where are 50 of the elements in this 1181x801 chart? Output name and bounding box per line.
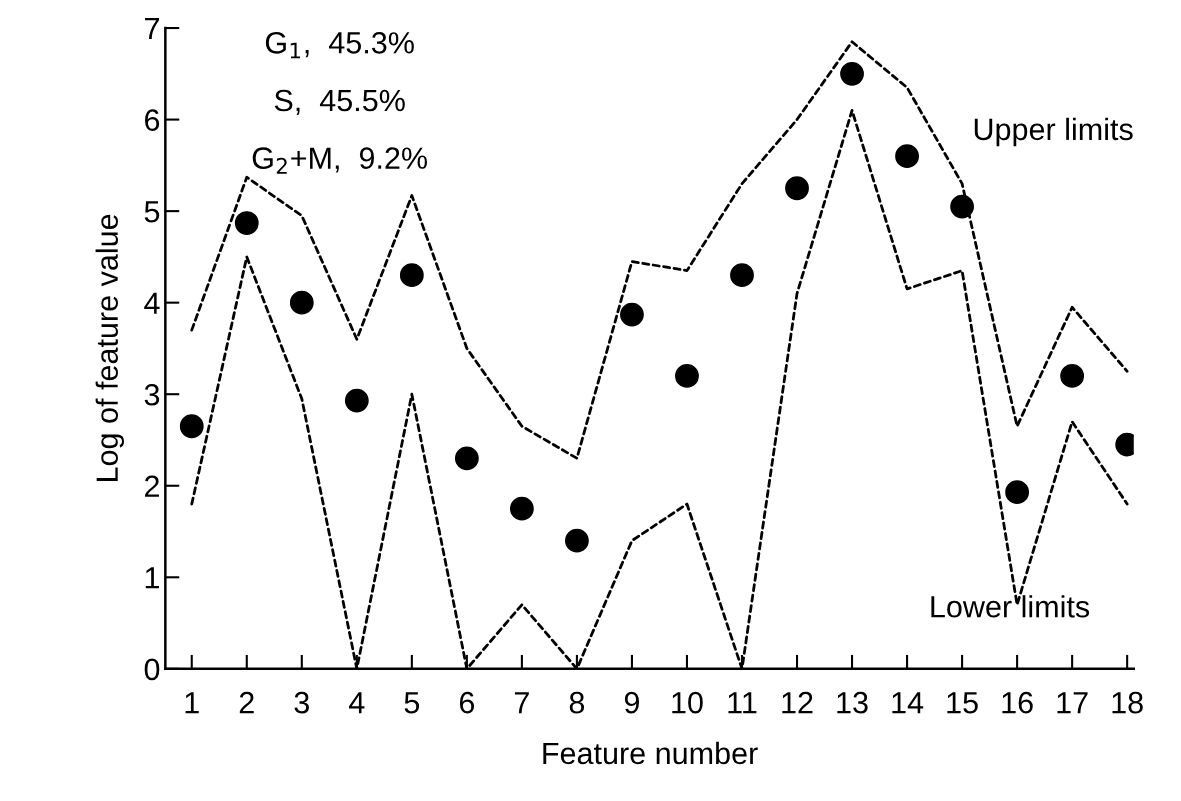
point xyxy=(1005,480,1030,505)
x-tick-label: 11 xyxy=(728,692,757,714)
y-tick-label: 5 xyxy=(144,201,160,223)
x-tick-label: 7 xyxy=(514,692,529,714)
annotation: G$_{2}$+M, 9.2% xyxy=(252,147,428,174)
point xyxy=(840,61,864,86)
annotation: S, 45.5% xyxy=(274,89,405,115)
x-tick-label: 16 xyxy=(1002,691,1033,714)
annotation: Lower limits xyxy=(931,595,1090,618)
x-tick-label: 3 xyxy=(294,691,309,714)
y-tick-label: 2 xyxy=(145,475,159,497)
point xyxy=(950,194,974,219)
y-axis-title: Log of feature value xyxy=(95,214,125,481)
y-tick-label: 0 xyxy=(144,658,160,681)
point xyxy=(730,263,754,288)
point xyxy=(620,302,644,327)
x-tick-label: 9 xyxy=(624,691,639,714)
x-tick-label: 13 xyxy=(837,691,868,714)
point xyxy=(1060,364,1085,388)
x-tick-label: 2 xyxy=(239,691,254,714)
annotation: G$_{1}$, 45.3% xyxy=(265,31,414,59)
x-tick-label: 14 xyxy=(892,692,924,714)
point xyxy=(454,446,479,471)
point xyxy=(399,263,424,288)
point xyxy=(234,211,259,235)
y-tick-label: 6 xyxy=(145,109,160,131)
point xyxy=(344,388,369,413)
x-tick-label: 15 xyxy=(947,692,978,714)
y-tick-label: 1 xyxy=(145,567,159,589)
point xyxy=(785,176,809,201)
x-tick-label: 8 xyxy=(569,691,585,714)
point xyxy=(675,364,699,388)
x-tick-label: 4 xyxy=(349,692,365,714)
y-tick-label: 3 xyxy=(144,383,160,406)
point xyxy=(179,414,204,439)
y-tick-label: 7 xyxy=(145,18,159,40)
x-tick-label: 5 xyxy=(404,692,420,714)
point xyxy=(289,290,314,315)
x-tick-label: 12 xyxy=(782,691,813,714)
y-tick-label: 4 xyxy=(144,292,160,314)
x-tick-label: 17 xyxy=(1057,692,1088,714)
x-tick-label: 10 xyxy=(672,691,703,714)
point xyxy=(565,528,589,553)
x-tick-label: 6 xyxy=(459,691,475,714)
point xyxy=(510,496,534,521)
x-tick-label: 1 xyxy=(185,692,199,714)
annotation: Upper limits xyxy=(974,117,1133,147)
x-tick-label: 18 xyxy=(1112,691,1143,714)
point xyxy=(895,144,919,169)
x-axis-title: Feature number xyxy=(543,741,758,765)
